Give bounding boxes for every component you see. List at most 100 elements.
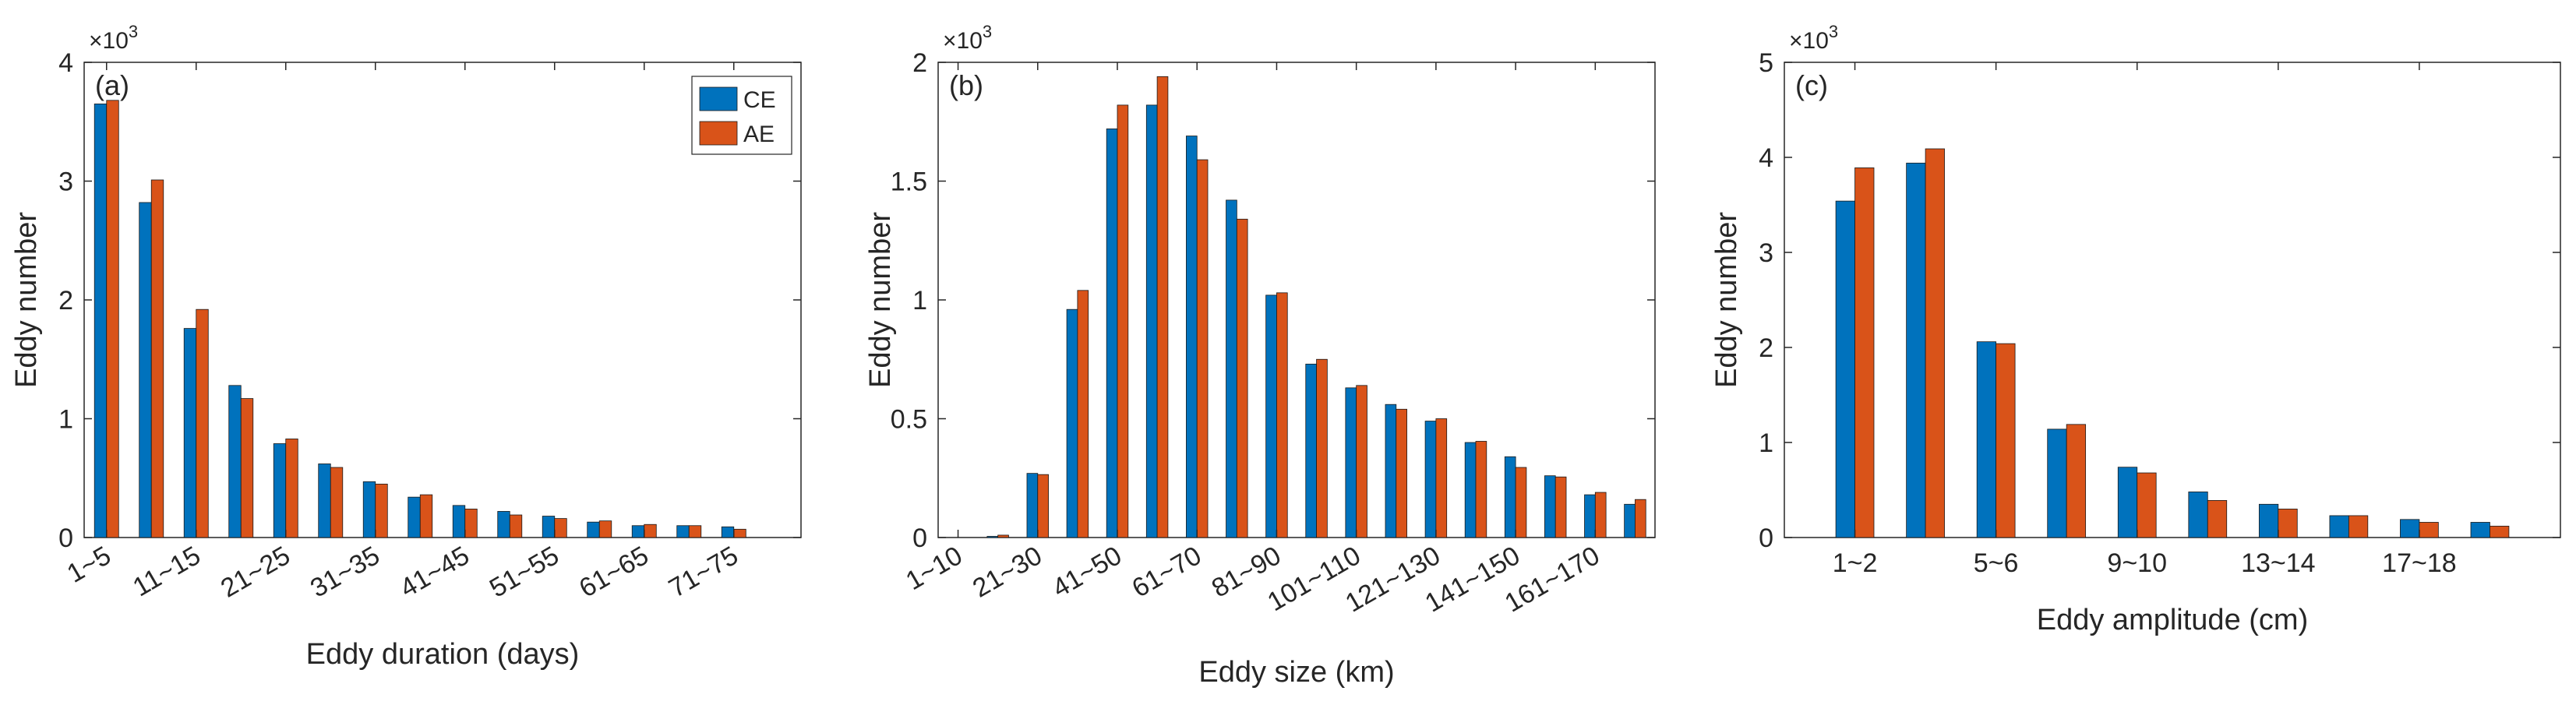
bar-ae-151~160 bbox=[1554, 476, 1567, 538]
bar-ce-1~5 bbox=[94, 103, 108, 538]
bar-ae-46~50 bbox=[509, 514, 523, 538]
axes-box bbox=[937, 62, 1656, 538]
x-tick-label: 21~25 bbox=[216, 541, 295, 604]
bar-ce-51~60 bbox=[1145, 104, 1158, 538]
bar-ce-26~30 bbox=[318, 464, 331, 538]
bar-ae-66~70 bbox=[688, 525, 702, 538]
bar-ce-7~8 bbox=[2047, 428, 2067, 538]
bar-ce-3~4 bbox=[1906, 162, 1926, 538]
x-tick-label: 21~30 bbox=[968, 541, 1047, 604]
bar-ae-31~40 bbox=[1077, 290, 1089, 538]
bar-ae-171~180 bbox=[1635, 499, 1646, 538]
x-tick-label: 5~6 bbox=[1974, 548, 2019, 578]
x-axis-label: Eddy size (km) bbox=[1198, 656, 1394, 689]
bar-ce-66~70 bbox=[676, 525, 690, 538]
bar-ae-51~60 bbox=[1156, 76, 1169, 538]
bar-ae-11~15 bbox=[196, 308, 209, 538]
x-tick-label: 13~14 bbox=[2241, 548, 2316, 578]
y-tick-label: 0.5 bbox=[891, 405, 927, 435]
bar-ce-36~40 bbox=[408, 496, 421, 538]
bar-ce-21~25 bbox=[273, 443, 287, 538]
bar-ce-61~70 bbox=[1186, 136, 1198, 538]
y-exponent-label: ×103 bbox=[943, 22, 992, 54]
y-tick-label: 2 bbox=[58, 286, 73, 315]
y-tick-label: 1.5 bbox=[891, 167, 927, 197]
y-multiplier: ×10 bbox=[943, 28, 983, 54]
bar-ce-19~20 bbox=[2470, 522, 2490, 538]
bar-ce-151~160 bbox=[1544, 475, 1556, 538]
bar-ce-13~14 bbox=[2258, 503, 2279, 538]
y-exponent: 3 bbox=[983, 22, 992, 41]
bar-ce-56~60 bbox=[587, 521, 600, 538]
bar-ce-91~100 bbox=[1305, 363, 1317, 538]
panel-label: (c) bbox=[1795, 69, 1828, 101]
x-tick-label: 31~35 bbox=[305, 541, 385, 604]
bar-ae-101~110 bbox=[1356, 385, 1367, 538]
y-tick-label: 3 bbox=[58, 167, 73, 197]
bar-ae-11~12 bbox=[2207, 500, 2228, 538]
x-tick-label: 41~45 bbox=[395, 541, 475, 604]
bar-ce-11~12 bbox=[2188, 492, 2208, 538]
bar-ce-171~180 bbox=[1624, 503, 1636, 538]
bar-ae-9~10 bbox=[2137, 472, 2157, 538]
y-tick-label: 4 bbox=[58, 48, 73, 78]
legend-entry-ce: CE bbox=[743, 87, 776, 113]
y-tick-label: 0 bbox=[1759, 523, 1773, 553]
bar-ae-141~150 bbox=[1515, 467, 1527, 538]
bar-ae-6~10 bbox=[150, 179, 164, 538]
x-tick-label: 17~18 bbox=[2382, 548, 2457, 578]
bar-ae-21~30 bbox=[1037, 474, 1049, 538]
y-tick-label: 5 bbox=[1759, 48, 1773, 78]
x-tick-label: 1~2 bbox=[1833, 548, 1878, 578]
bar-ce-17~18 bbox=[2400, 519, 2420, 538]
bar-ae-21~25 bbox=[285, 439, 298, 538]
bar-ae-31~35 bbox=[375, 483, 388, 538]
legend: CE AE bbox=[691, 76, 792, 155]
x-tick-label: 41~50 bbox=[1047, 541, 1127, 604]
legend-swatch-ce bbox=[699, 86, 738, 111]
bar-ae-161~170 bbox=[1594, 492, 1607, 538]
x-tick-label: 9~10 bbox=[2107, 548, 2167, 578]
bar-ce-141~150 bbox=[1504, 456, 1516, 538]
bar-ce-71~75 bbox=[721, 526, 735, 538]
bar-ae-16~20 bbox=[240, 398, 254, 538]
bar-ce-51~55 bbox=[542, 516, 556, 538]
bar-ae-51~55 bbox=[554, 518, 567, 538]
bar-ce-31~35 bbox=[362, 481, 376, 538]
bar-ae-131~140 bbox=[1475, 441, 1487, 538]
y-axis-label: Eddy number bbox=[864, 212, 897, 388]
y-multiplier: ×10 bbox=[1789, 28, 1829, 54]
bar-ae-36~40 bbox=[419, 494, 433, 538]
bar-ce-71~80 bbox=[1226, 199, 1237, 538]
x-tick-label: 61~70 bbox=[1127, 541, 1207, 604]
bar-ce-21~30 bbox=[1026, 473, 1039, 538]
bar-ce-1~2 bbox=[1835, 200, 1855, 538]
bar-ae-41~50 bbox=[1117, 104, 1129, 538]
bar-ce-46~50 bbox=[497, 511, 510, 538]
y-exponent-label: ×103 bbox=[89, 22, 138, 54]
y-tick-label: 0 bbox=[912, 523, 927, 553]
bar-ce-15~16 bbox=[2329, 515, 2349, 538]
x-tick-label: 61~65 bbox=[574, 541, 654, 604]
legend-entry-ae: AE bbox=[743, 122, 775, 147]
bar-ae-26~30 bbox=[330, 467, 344, 538]
bar-ae-5~6 bbox=[1996, 343, 2016, 538]
bar-ce-9~10 bbox=[2117, 467, 2138, 538]
bar-ae-71~80 bbox=[1236, 218, 1248, 538]
bar-ce-6~10 bbox=[139, 202, 152, 538]
bar-ae-56~60 bbox=[598, 520, 612, 538]
y-tick-label: 1 bbox=[912, 286, 927, 315]
panel-b: 00.511.521~10 21~30 41~50 61~70 81~90101~110… bbox=[864, 22, 1656, 689]
bar-ae-41~45 bbox=[464, 509, 478, 538]
bar-ae-91~100 bbox=[1316, 358, 1328, 538]
bar-ce-111~120 bbox=[1385, 404, 1397, 538]
bar-ce-11~20 bbox=[986, 536, 999, 538]
bar-ae-11~20 bbox=[997, 534, 1009, 538]
bar-ce-16~20 bbox=[228, 385, 242, 538]
bar-ce-61~65 bbox=[631, 525, 645, 538]
y-tick-label: 2 bbox=[1759, 333, 1773, 363]
panel-label: (a) bbox=[95, 69, 129, 101]
